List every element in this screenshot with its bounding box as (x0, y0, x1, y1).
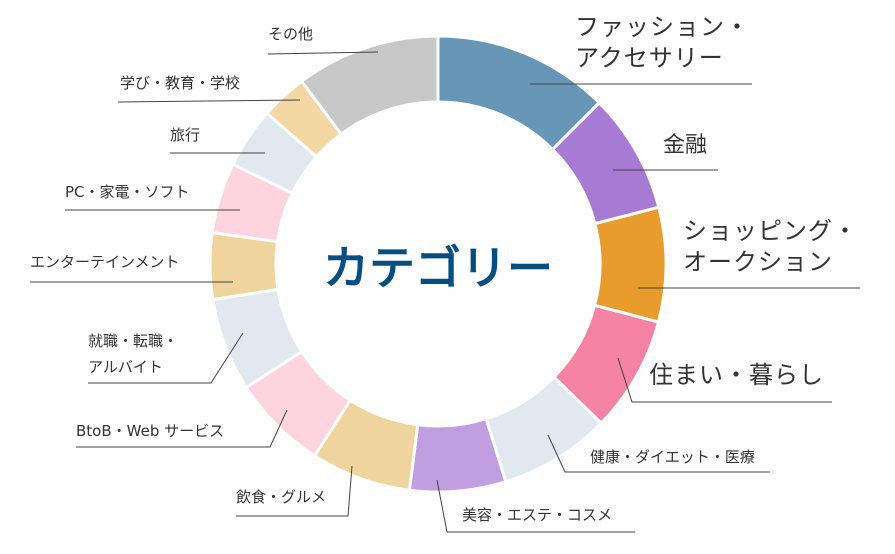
slice-label: PC・家電・ソフト (65, 183, 190, 203)
slice-label-line: 健康・ダイエット・医療 (590, 448, 755, 466)
slice-label: 健康・ダイエット・医療 (590, 448, 755, 468)
slice-label: エンターテインメント (30, 253, 180, 273)
slice-label-line: アクセサリー (575, 44, 724, 73)
leader-line (436, 479, 635, 533)
leader-line (236, 465, 353, 517)
slice-label-line: 住まい・暮らし (649, 361, 824, 389)
slice-label-line: アルバイト (88, 358, 163, 376)
slice-label: 金融 (663, 132, 707, 161)
slice-label: 旅行 (170, 126, 200, 146)
leader-line (88, 332, 244, 384)
donut-slice (592, 205, 668, 324)
slice-label-line: ショッピング・ (683, 217, 858, 245)
slice-label-line: 就職・転職・ (88, 332, 179, 350)
slice-label-line: BtoB・Web サービス (76, 422, 225, 440)
slice-label: ショッピング・ オークション (683, 216, 858, 278)
slice-label-line: 金融 (663, 133, 708, 158)
slice-label-line: PC・家電・ソフト (65, 183, 190, 201)
slice-label: BtoB・Web サービス (76, 422, 224, 442)
slice-label-line: オークション (683, 248, 833, 277)
slice-label-line: その他 (268, 25, 314, 43)
slice-label-line: 旅行 (170, 126, 201, 144)
slice-label: 住まい・暮らし (649, 360, 824, 391)
leader-line (267, 51, 379, 55)
slice-label-line: 飲食・グルメ (236, 488, 327, 506)
donut-slice (208, 230, 280, 302)
leader-line (76, 409, 288, 448)
slice-label: 就職・転職・ アルバイト (88, 328, 178, 380)
chart-title: カテゴリー (323, 241, 553, 295)
leader-line (617, 357, 832, 403)
leader-line (547, 434, 770, 473)
slice-label-line: エンターテインメント (30, 253, 180, 271)
slice-label: 学び・教育・学校 (120, 74, 240, 94)
slice-label-line: 美容・エステ・コスメ (462, 506, 613, 524)
slice-label-line: 学び・教育・学校 (120, 74, 241, 92)
slice-label: 美容・エステ・コスメ (462, 506, 612, 526)
leader-line (117, 99, 301, 103)
slice-label: ファッション・ アクセサリー (575, 12, 750, 74)
slice-label: 飲食・グルメ (236, 488, 326, 508)
slice-label-line: ファッション・ (575, 13, 750, 41)
slice-label: その他 (268, 25, 313, 45)
donut-slice (299, 34, 440, 137)
